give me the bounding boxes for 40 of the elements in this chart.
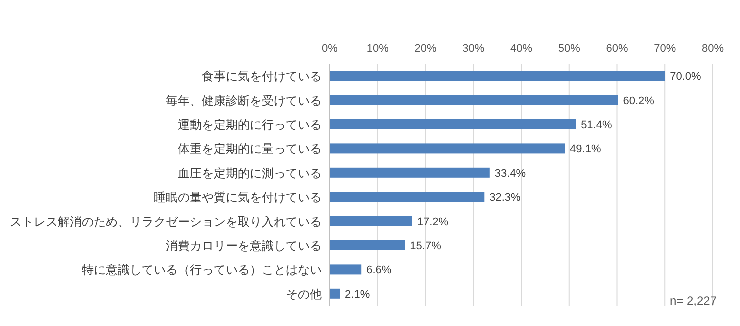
x-tick-label: 60% <box>606 43 628 55</box>
bar <box>330 95 618 106</box>
bar <box>330 120 576 130</box>
data-label: 70.0% <box>670 71 702 84</box>
bar <box>330 144 566 154</box>
y-tick-label: 運動を定期的に行っている <box>178 118 322 132</box>
bar <box>330 71 666 82</box>
bar <box>330 288 340 299</box>
bar <box>330 192 485 202</box>
x-tick-label: 40% <box>510 43 533 55</box>
bar <box>330 240 406 250</box>
bar <box>330 168 490 178</box>
data-label: 2.1% <box>345 288 370 301</box>
y-tick-label: 消費カロリーを意識している <box>166 239 322 253</box>
y-tick-label: 特に意識している（行っている）ことはない <box>82 263 322 278</box>
x-tick-label: 50% <box>558 43 581 55</box>
y-tick-label: その他 <box>286 287 322 302</box>
data-label: 17.2% <box>417 216 449 228</box>
x-tick-label: 10% <box>366 43 390 55</box>
data-label: 60.2% <box>623 95 655 108</box>
y-tick-label: ストレス解消のため、リラクゼーションを取り入れている <box>10 214 322 229</box>
y-tick-label: 睡眠の量や質に気を付けている <box>154 190 322 205</box>
x-tick-label: 80% <box>702 43 724 55</box>
data-label: 32.3% <box>490 192 522 204</box>
x-tick-label: 30% <box>462 43 485 55</box>
data-label: 6.6% <box>366 264 392 277</box>
bar <box>330 264 362 275</box>
x-tick-label: 20% <box>414 43 437 55</box>
x-tick-label: 0% <box>322 43 338 55</box>
y-tick-label: 体重を定期的に量っている <box>178 142 322 156</box>
data-label: 49.1% <box>570 144 602 156</box>
annotation: n= 2,227 <box>670 294 718 308</box>
bar <box>330 216 412 226</box>
y-tick-label: 食事に気を付けている <box>202 70 322 84</box>
data-label: 15.7% <box>410 240 442 252</box>
data-label: 51.4% <box>581 120 612 132</box>
y-tick-label: 血圧を定期的に測っている <box>178 166 322 180</box>
data-label: 33.4% <box>494 168 526 180</box>
y-tick-label: 毎年、健康診断を受けている <box>166 94 322 108</box>
x-tick-label: 70% <box>654 43 676 55</box>
